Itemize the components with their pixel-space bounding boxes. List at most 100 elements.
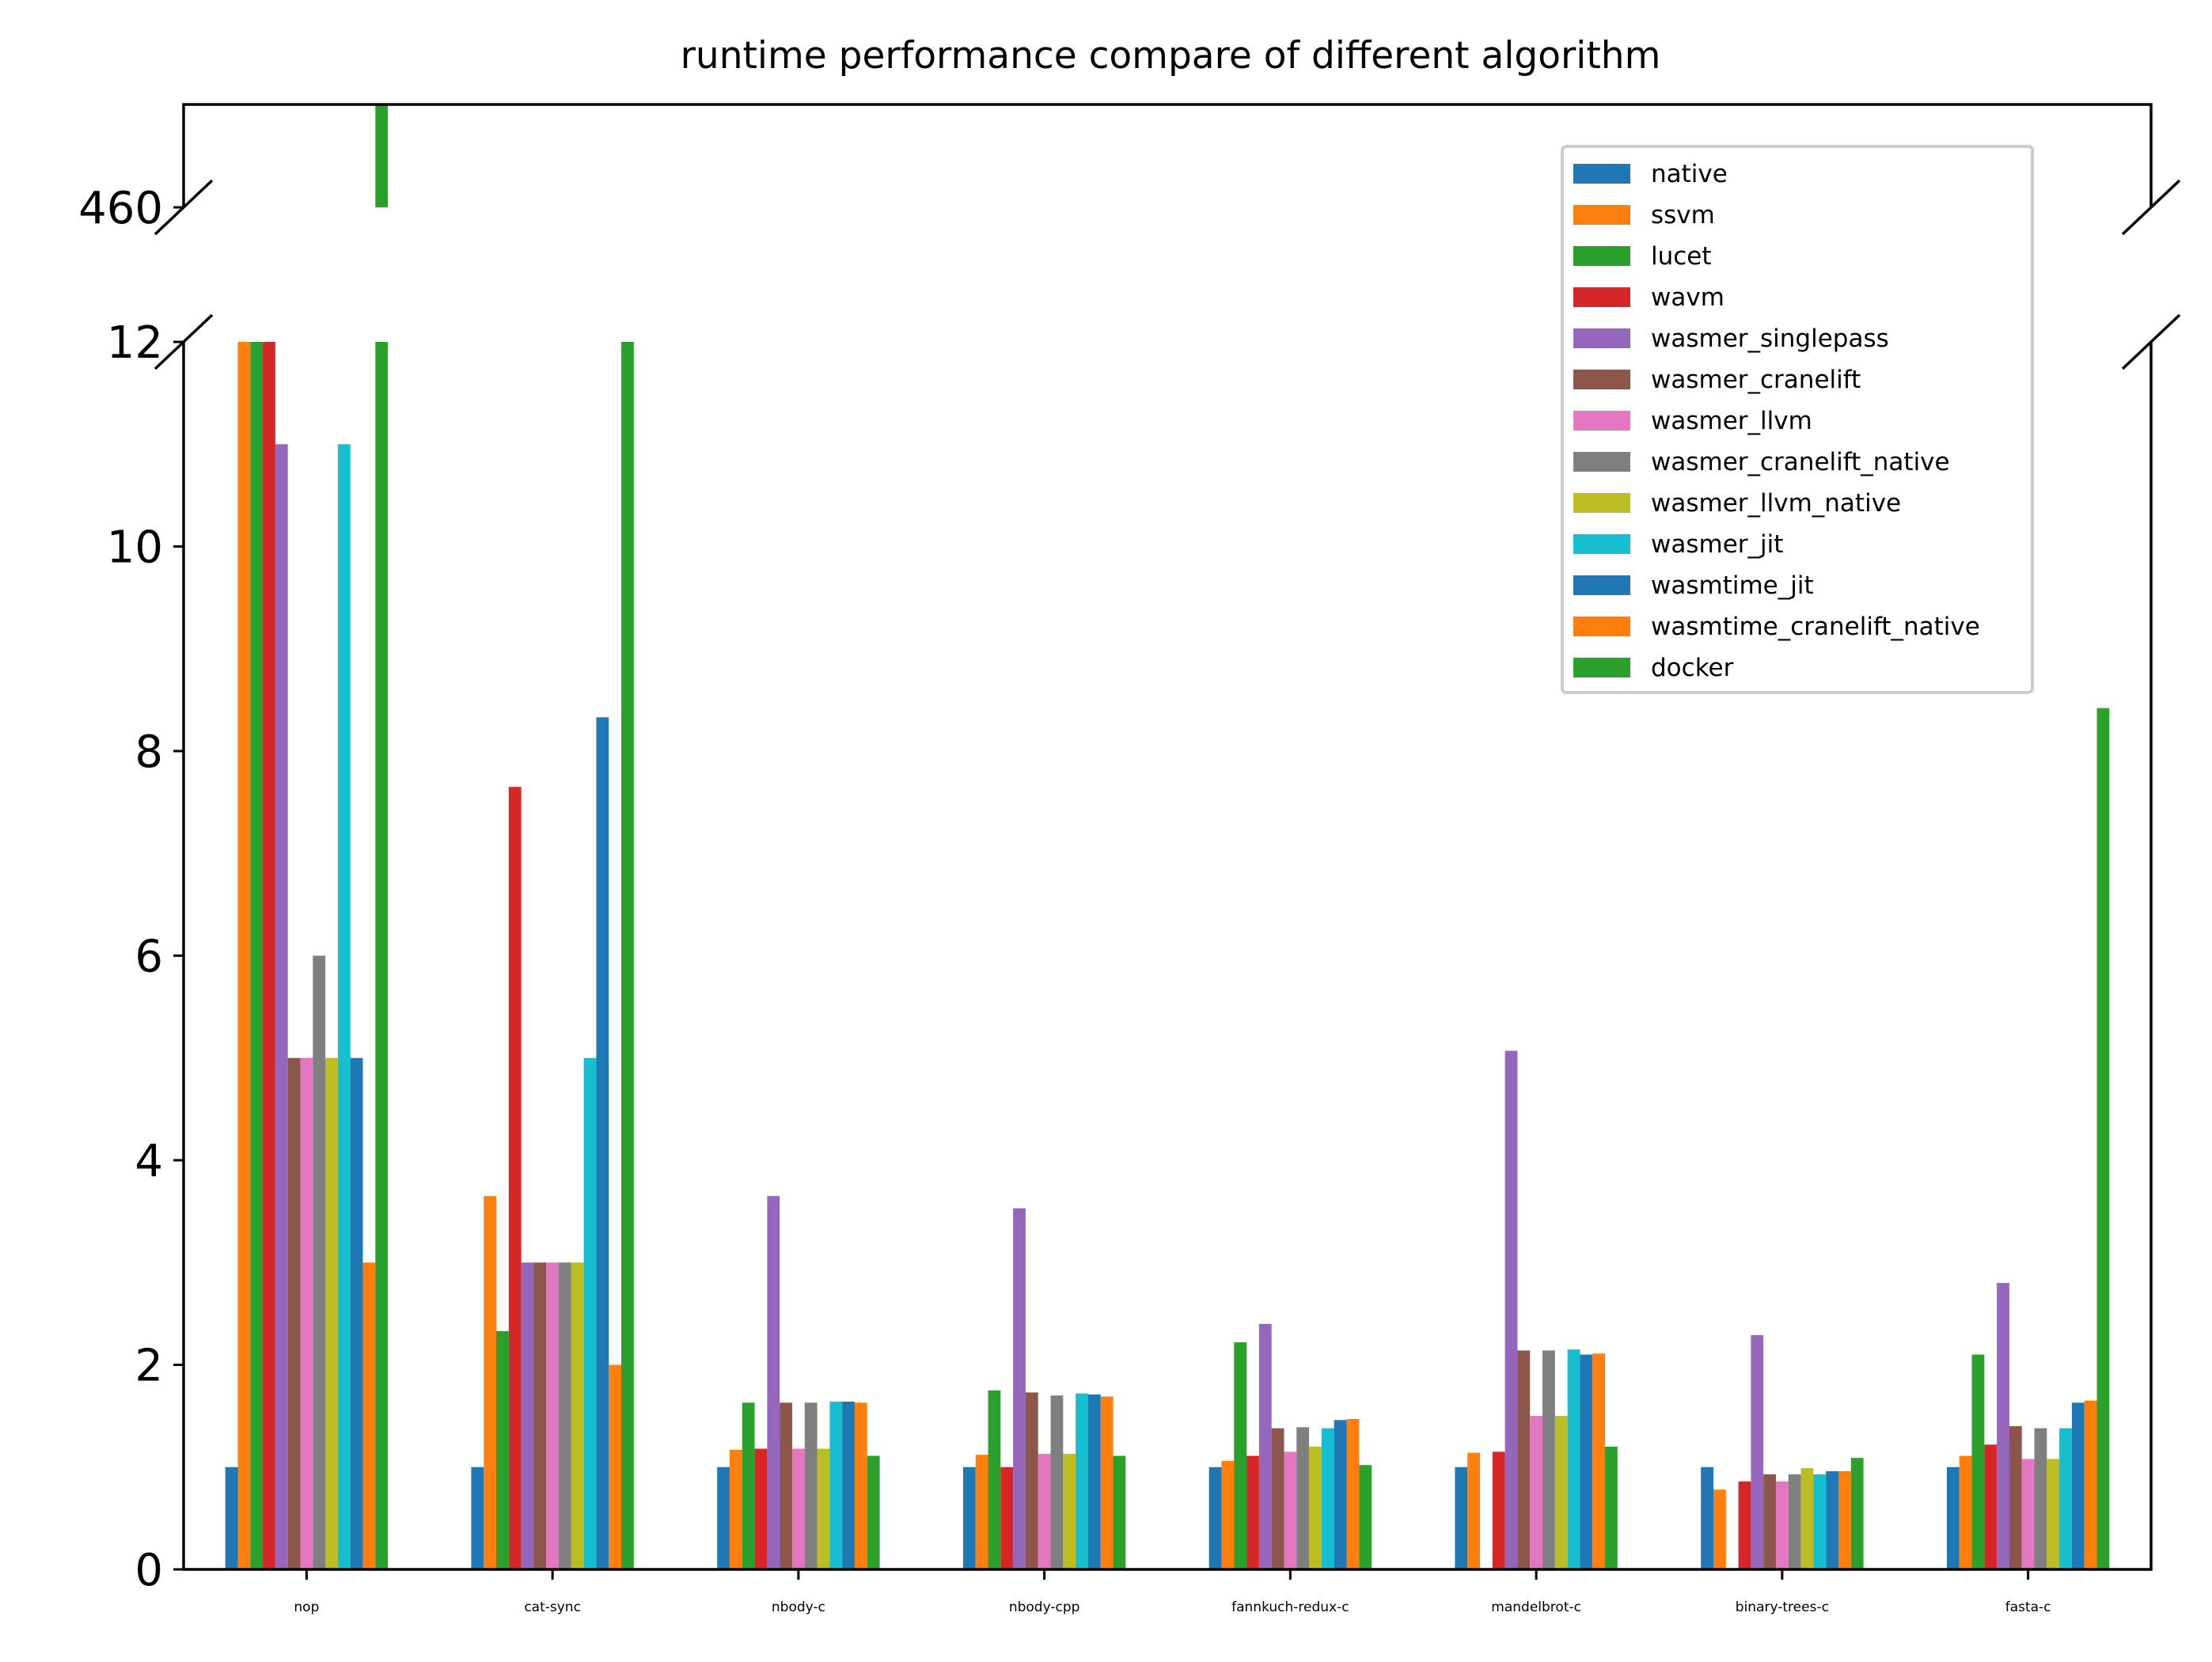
y-tick-label: 460 [78, 183, 163, 234]
bar-native-nbody-c [717, 1467, 730, 1569]
bar-lucet-fannkuch-redux-c [1234, 1342, 1247, 1569]
bar-docker-nop [375, 342, 389, 1569]
bar-wasmtime_jit-nop [350, 1057, 363, 1569]
y-tick-label: 0 [135, 1545, 163, 1596]
y-tick-label: 8 [135, 727, 163, 778]
bar-wavm-fannkuch-redux-c [1246, 1455, 1259, 1569]
bar-wasmer_cranelift_native-nop [313, 955, 326, 1569]
upper-axes-frame [182, 103, 2153, 207]
legend-label-docker: docker [1651, 654, 1734, 682]
bar-wavm-cat-sync [508, 787, 522, 1569]
bar-wasmer_llvm-binary-trees-c [1775, 1481, 1789, 1569]
legend-label-lucet: lucet [1651, 242, 1712, 271]
legend-swatch-wasmer_singlepass [1573, 328, 1630, 348]
bar-wasmer_cranelift-mandelbrot-c [1517, 1350, 1531, 1569]
axis-break-mark [2121, 313, 2181, 370]
bar-wasmtime_cranelift_native-nbody-cpp [1100, 1396, 1114, 1569]
legend: native ssvm lucet wavm wasmer_singlepasswasm… [1561, 145, 2034, 694]
bar-wasmer_singlepass-nop [275, 444, 288, 1569]
bar-wasmer_jit-nbody-cpp [1076, 1393, 1088, 1569]
bar-wasmer_cranelift-nbody-cpp [1025, 1392, 1038, 1569]
bar-docker-fasta-c [2096, 708, 2110, 1570]
bar-wasmer_singlepass-fasta-c [1997, 1283, 2009, 1569]
bar-wasmer_cranelift-fannkuch-redux-c [1271, 1428, 1284, 1569]
chart-title: runtime performance compare of different… [681, 34, 1661, 78]
bar-ssvm-fasta-c [1959, 1455, 1972, 1569]
legend-label-native: native [1651, 160, 1728, 188]
bar-native-cat-sync [471, 1467, 484, 1569]
bar-wasmer_cranelift_native-mandelbrot-c [1542, 1350, 1555, 1569]
bar-wasmtime_jit-binary-trees-c [1826, 1470, 1838, 1569]
legend-label-wasmer_singlepass: wasmer_singlepass [1651, 324, 1889, 353]
bar-wasmer_jit-binary-trees-c [1813, 1474, 1827, 1569]
bar-docker-fannkuch-redux-c [1359, 1465, 1372, 1569]
bar-docker-nbody-c [867, 1455, 880, 1569]
legend-label-wasmer_cranelift: wasmer_cranelift [1651, 366, 1861, 394]
x-tick-label: fannkuch-redux-c [1231, 1599, 1349, 1615]
bar-lucet-nbody-c [742, 1402, 755, 1569]
bar-wasmer_llvm_native-nop [325, 1057, 338, 1569]
bar-wasmer_cranelift-fasta-c [2009, 1426, 2022, 1569]
legend-swatch-wasmer_cranelift [1573, 370, 1630, 389]
bar-ssvm-binary-trees-c [1713, 1489, 1726, 1569]
legend-swatch-native [1573, 164, 1630, 184]
bar-wasmer_cranelift-nop [287, 1057, 301, 1569]
bar-wasmer_jit-nbody-c [829, 1402, 843, 1569]
legend-swatch-wasmtime_jit [1573, 575, 1630, 595]
bar-wasmer_llvm_native-fasta-c [2047, 1459, 2060, 1569]
x-tick-label: fasta-c [2005, 1599, 2051, 1615]
bar-wavm-mandelbrot-c [1492, 1451, 1505, 1569]
bar-wavm-nop [263, 342, 275, 1569]
bar-wasmer_llvm-mandelbrot-c [1530, 1416, 1543, 1570]
bar-wasmtime_cranelift_native-binary-trees-c [1838, 1470, 1851, 1569]
bar-ssvm-mandelbrot-c [1467, 1452, 1481, 1569]
bar-wasmer_llvm-nbody-cpp [1038, 1453, 1051, 1569]
bar-wasmtime_cranelift_native-fannkuch-redux-c [1346, 1419, 1360, 1569]
bar-docker-nbody-cpp [1113, 1455, 1126, 1569]
bar-lucet-nbody-cpp [988, 1390, 1001, 1569]
bar-wasmer_jit-mandelbrot-c [1567, 1349, 1580, 1569]
bar-wavm-binary-trees-c [1738, 1481, 1751, 1569]
bar-wasmer_llvm_native-fannkuch-redux-c [1309, 1446, 1322, 1569]
bar-wasmer_singlepass-nbody-cpp [1013, 1208, 1026, 1569]
bar-wavm-fasta-c [1984, 1444, 1998, 1569]
bar-wasmer_cranelift_native-fasta-c [2034, 1428, 2047, 1569]
bar-wasmer_singlepass-mandelbrot-c [1504, 1050, 1518, 1569]
bar-wasmer_cranelift_native-fannkuch-redux-c [1296, 1427, 1310, 1569]
bar-native-nbody-cpp [962, 1467, 976, 1569]
bar-wasmer_singlepass-binary-trees-c [1751, 1335, 1764, 1569]
bar-docker-binary-trees-c [1850, 1458, 1864, 1569]
legend-swatch-wasmer_cranelift_native [1573, 452, 1630, 472]
bar-wasmtime_cranelift_native-nop [362, 1262, 376, 1569]
bar-lucet-fasta-c [1971, 1354, 1985, 1569]
y-tick-label: 10 [107, 522, 163, 574]
y-tick-label: 4 [135, 1136, 163, 1187]
lower-panel: nop cat-sync nbody-c nbody-cpp fannkuch-redu… [107, 179, 2181, 1615]
bar-ssvm-fannkuch-redux-c [1221, 1460, 1235, 1569]
bar-ssvm-nbody-c [729, 1449, 742, 1569]
bar-wasmer_llvm-nop [300, 1057, 313, 1569]
bar-wasmtime_jit-mandelbrot-c [1580, 1354, 1593, 1569]
bar-wasmer_jit-fannkuch-redux-c [1321, 1428, 1334, 1569]
bar-wasmtime_jit-nbody-c [842, 1402, 855, 1569]
bar-ssvm-nbody-cpp [975, 1455, 988, 1569]
bar-ssvm-nop [237, 342, 251, 1569]
bar-wasmtime_jit-nbody-cpp [1087, 1394, 1101, 1569]
upper-panel: 460 [78, 103, 2153, 234]
bar-native-binary-trees-c [1701, 1467, 1713, 1569]
legend-label-ssvm: ssvm [1651, 201, 1715, 230]
bar-wavm-nbody-cpp [1000, 1467, 1014, 1569]
legend-swatch-wasmer_jit [1573, 534, 1630, 554]
legend-box [1561, 145, 2034, 694]
x-tick-label: nop [294, 1599, 319, 1615]
bar-docker-mandelbrot-c [1605, 1446, 1618, 1569]
bar-native-nop [225, 1467, 238, 1569]
bar-wasmer_cranelift_native-cat-sync [559, 1262, 571, 1569]
axis-break-mark [154, 313, 214, 370]
bar-wasmer_cranelift_native-binary-trees-c [1788, 1474, 1801, 1569]
x-tick-label: cat-sync [524, 1599, 581, 1615]
bar-wasmtime_jit-fasta-c [2071, 1402, 2085, 1569]
legend-label-wavm: wavm [1651, 283, 1724, 312]
axis-break-mark [154, 179, 214, 236]
